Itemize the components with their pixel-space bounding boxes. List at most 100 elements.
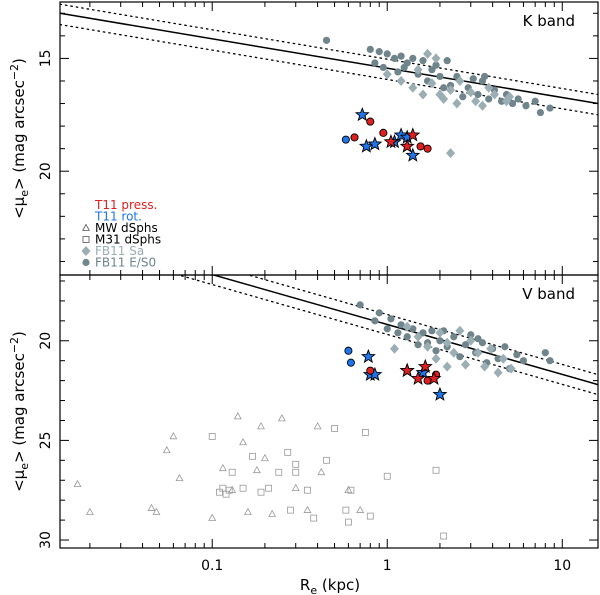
data-point-fb11-sa (489, 89, 499, 100)
data-point-fb11-e-s0 (428, 327, 436, 335)
data-point-mw-dsphs (208, 513, 217, 521)
data-point-mw-dsphs (303, 505, 312, 513)
y-tick-label: 25 (38, 431, 54, 449)
data-point-m31-dsphs (432, 466, 440, 474)
y-tick-label: 30 (38, 531, 54, 549)
x-tick-label: 1 (383, 558, 392, 574)
data-point-fb11-e-s0 (383, 50, 391, 58)
data-point-fb11-sa (477, 100, 487, 111)
data-point-fb11-e-s0 (485, 95, 493, 103)
data-point-fb11-e-s0 (375, 309, 383, 317)
data-point-mw-dsphs (85, 507, 94, 515)
data-point-fb11-sa (461, 359, 471, 370)
y-tick-label: 15 (38, 49, 54, 67)
legend-marker (82, 236, 90, 243)
data-point-fb11-e-s0 (519, 357, 528, 365)
data-point-mw-dsphs (162, 445, 171, 454)
data-point-fb11-e-s0 (371, 59, 379, 67)
data-point-fb11-e-s0 (501, 343, 509, 351)
data-point-fb11-e-s0 (375, 48, 383, 56)
data-point-mw-dsphs (73, 479, 82, 488)
data-point-fb11-sa (493, 367, 503, 378)
data-point-fb11-e-s0 (419, 329, 427, 337)
data-point-fb11-e-s0 (409, 54, 417, 63)
data-point-fb11-sa (427, 78, 437, 89)
data-point-m31-dsphs (265, 484, 273, 492)
data-point-t11-press- (379, 128, 388, 137)
data-point-fb11-e-s0 (469, 75, 477, 83)
data-point-fb11-sa (442, 361, 452, 372)
data-point-fb11-e-s0 (443, 57, 451, 65)
data-point-fb11-e-s0 (497, 97, 506, 105)
plot-area (60, 3, 598, 162)
data-point-fb11-e-s0 (394, 329, 402, 337)
data-point-fb11-e-s0 (394, 68, 402, 76)
data-point-fb11-sa (423, 341, 433, 352)
data-point-t11-press- (416, 142, 425, 151)
data-point-mw-dsphs (317, 467, 326, 476)
data-point-fb11-sa (389, 343, 399, 354)
data-point-mw-dsphs (169, 431, 178, 440)
data-point-m31-dsphs (257, 488, 265, 496)
y-axis-label: <μe> (mag arcsec−2) (8, 58, 31, 219)
data-point-mw-dsphs (147, 503, 156, 511)
data-point-fb11-e-s0 (322, 36, 331, 44)
data-point-m31-dsphs (225, 486, 233, 494)
data-point-fb11-e-s0 (461, 341, 470, 349)
data-point-fb11-e-s0 (541, 349, 549, 357)
data-point-t11-rot- (367, 136, 383, 151)
data-point-fb11-e-s0 (403, 333, 411, 341)
data-point-m31-dsphs (323, 456, 330, 464)
data-point-fb11-sa (471, 96, 481, 107)
data-point-m31-dsphs (383, 472, 391, 480)
data-point-m31-dsphs (331, 425, 338, 432)
data-point-t11-press- (383, 134, 399, 149)
data-point-t11-press- (426, 370, 442, 385)
data-point-fb11-sa (423, 48, 433, 59)
data-point-fb11-e-s0 (536, 108, 545, 117)
data-point-fb11-sa (455, 325, 465, 336)
data-point-fb11-e-s0 (400, 63, 408, 72)
data-point-t11-rot- (346, 358, 355, 367)
data-point-fb11-sa (480, 361, 490, 372)
legend-label: MW dSphs (95, 221, 158, 235)
data-point-fb11-sa (466, 87, 476, 98)
data-point-t11-press- (410, 370, 426, 385)
data-point-mw-dsphs (233, 412, 242, 420)
panel-frame (59, 274, 599, 549)
data-point-fb11-e-s0 (432, 347, 440, 355)
data-point-fb11-e-s0 (474, 335, 482, 343)
data-point-m31-dsphs (249, 452, 256, 460)
data-point-m31-dsphs (239, 484, 247, 492)
data-point-t11-press- (366, 117, 375, 126)
data-point-fb11-e-s0 (397, 52, 405, 60)
data-point-fb11-sa (382, 69, 392, 80)
data-point-fb11-sa (402, 321, 412, 332)
x-tick-label: 0.1 (201, 558, 223, 574)
data-point-fb11-sa (413, 331, 423, 342)
data-point-fb11-e-s0 (371, 317, 379, 325)
data-point-fb11-e-s0 (481, 72, 489, 81)
data-point-m31-dsphs (347, 486, 355, 494)
fit-line (210, 275, 598, 386)
data-point-t11-rot- (432, 386, 448, 401)
data-point-m31-dsphs (310, 514, 318, 522)
data-point-m31-dsphs (292, 460, 300, 468)
data-point-fb11-sa (452, 98, 462, 109)
data-point-fb11-e-s0 (436, 337, 444, 345)
data-point-t11-press- (366, 366, 375, 375)
data-point-mw-dsphs (243, 507, 252, 515)
data-point-fb11-sa (473, 347, 483, 358)
data-point-m31-dsphs (228, 468, 236, 476)
legend-label: FB11 Sa (95, 244, 144, 258)
data-point-t11-rot- (354, 106, 370, 122)
data-point-fb11-e-s0 (494, 355, 502, 363)
data-point-t11-rot- (360, 348, 376, 364)
data-point-fb11-sa (431, 53, 441, 64)
y-tick-label: 20 (38, 162, 54, 180)
y-axis-label: <μe> (mag arcsec−2) (8, 331, 31, 492)
data-point-fb11-e-s0 (467, 331, 475, 339)
data-point-m31-dsphs (361, 429, 369, 436)
data-point-m31-dsphs (292, 468, 300, 476)
data-point-t11-press- (405, 127, 421, 142)
